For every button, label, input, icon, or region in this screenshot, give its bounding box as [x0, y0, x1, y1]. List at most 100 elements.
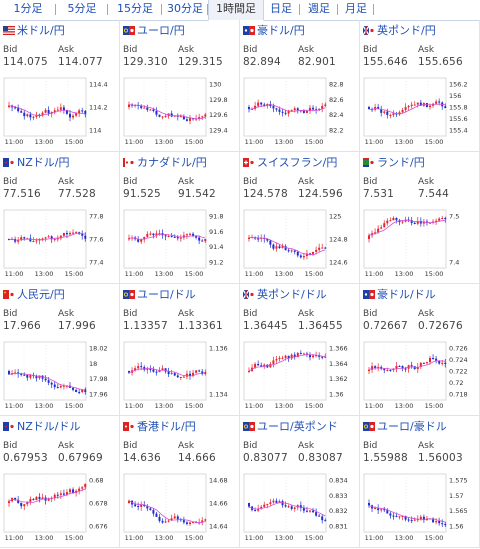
pair-title-link[interactable]: 豪ドル/ドル	[363, 288, 436, 302]
tab-6[interactable]: 週足	[300, 0, 338, 19]
bid-value: 17.966	[3, 320, 41, 332]
candle-body	[164, 368, 167, 372]
bid-value: 114.075	[3, 56, 48, 68]
currency-panel: ランド/円 Bid Ask 7.531 7.544 7.5 7.4 11:00 13:00 15:…	[360, 152, 480, 284]
y-tick-label: 125	[329, 213, 341, 221]
candle-body	[65, 110, 68, 114]
candle-body	[266, 238, 269, 241]
y-tick-label: 156	[449, 92, 461, 100]
pair-title-link[interactable]: ユーロ/円	[123, 24, 185, 38]
us-flag	[3, 25, 15, 35]
candle-body	[44, 109, 47, 113]
candle-body	[167, 236, 170, 238]
y-tick-label: 77.8	[89, 213, 103, 221]
tab-4[interactable]: 1時間足	[208, 0, 264, 21]
candle-body	[47, 498, 50, 501]
ca-flag	[123, 157, 135, 167]
bid-label: Bid	[3, 45, 18, 55]
candle-body	[47, 236, 50, 238]
candle-body	[444, 362, 447, 365]
pair-title-link[interactable]: 豪ドル/円	[243, 24, 305, 38]
candle-body	[161, 520, 164, 523]
pair-title-link[interactable]: ユーロ/豪ドル	[363, 420, 447, 434]
candle-body	[137, 366, 140, 369]
bid-label: Bid	[243, 177, 258, 187]
price-chart: 1.366 1.364 1.362 1.36 11:00 13:00 15:00	[243, 341, 348, 410]
candle-body	[81, 389, 84, 392]
ask-value: 129.315	[178, 56, 223, 68]
candle-body	[309, 510, 311, 512]
tab-3[interactable]: 30分足	[162, 0, 208, 19]
tab-2[interactable]: 15分足	[108, 0, 162, 19]
candle-body	[201, 116, 204, 118]
candle-body	[167, 371, 170, 375]
pair-title-link[interactable]: NZドル/ドル	[3, 420, 80, 434]
pair-title-link[interactable]: 英ポンド/円	[362, 24, 436, 38]
pair-title-link[interactable]: 人民元/円	[3, 288, 65, 302]
x-tick-label: 11:00	[245, 402, 264, 410]
candle-body	[284, 355, 287, 358]
ask-label: Ask	[298, 309, 315, 319]
candle-body	[383, 509, 386, 511]
candle-body	[263, 104, 266, 106]
y-tick-label: 18	[89, 360, 97, 368]
pair-name: NZドル/ドル	[17, 420, 81, 433]
candle-body	[248, 107, 250, 110]
candle-body	[53, 110, 56, 113]
tab-1[interactable]: 5分足	[56, 0, 108, 19]
pair-name: 人民元/円	[17, 288, 65, 301]
candle-body	[201, 520, 204, 523]
pair-title-link[interactable]: ランド/円	[363, 156, 425, 170]
bid-value: 129.310	[123, 56, 168, 68]
pair-title-link[interactable]: スイスフラン/円	[243, 156, 337, 170]
x-tick-label: 15:00	[65, 534, 84, 542]
candle-body	[441, 523, 444, 525]
moving-average-line	[368, 360, 446, 371]
tab-0[interactable]: 1分足	[0, 0, 56, 19]
currency-panel: 人民元/円 Bid Ask 17.966 17.996 18.02 18 17.98 17.96…	[0, 284, 120, 416]
candle-body	[374, 508, 377, 510]
moving-average-line	[368, 103, 446, 115]
candle-body	[312, 355, 315, 358]
ask-value: 0.67969	[58, 452, 103, 464]
candle-body	[155, 371, 158, 373]
y-tick-label: 14.64	[209, 523, 228, 531]
pair-title-link[interactable]: ユーロ/ドル	[123, 288, 196, 302]
candle-body	[293, 507, 296, 509]
candle-body	[284, 246, 287, 251]
price-chart: 0.726 0.724 0.722 0.72 0.718 11:00 13:00 15:00	[363, 341, 468, 410]
pair-title-link[interactable]: 米ドル/円	[3, 24, 65, 38]
y-tick-label: 0.724	[449, 356, 468, 364]
candle-body	[56, 238, 59, 240]
y-tick-label: 114.2	[89, 104, 108, 112]
chart-frame	[243, 209, 327, 269]
pair-title-link[interactable]: 英ポンド/ドル	[242, 288, 327, 302]
tab-7[interactable]: 月足	[338, 0, 374, 19]
candle-body	[287, 110, 290, 114]
candle-body	[50, 382, 53, 385]
candle-body	[189, 233, 191, 235]
ask-label: Ask	[178, 177, 195, 187]
candle-body	[192, 233, 195, 236]
candle-body	[432, 358, 435, 360]
y-tick-label: 18.02	[89, 345, 108, 353]
pair-title-link[interactable]: ユーロ/英ポンド	[243, 420, 338, 434]
x-tick-label: 11:00	[5, 402, 24, 410]
candle-body	[284, 505, 287, 507]
candle-body	[438, 101, 441, 103]
price-chart: 0.834 0.833 0.832 0.831 11:00 13:00 15:00	[243, 473, 348, 542]
bid-label: Bid	[123, 45, 138, 55]
tab-5[interactable]: 日足	[262, 0, 300, 19]
pair-title-link[interactable]: NZドル/円	[3, 156, 69, 170]
candle-body	[435, 101, 438, 104]
pair-title-link[interactable]: 香港ドル/円	[123, 420, 196, 434]
pair-title-link[interactable]: カナダドル/円	[123, 156, 207, 170]
pair-name: ユーロ/ドル	[137, 288, 196, 301]
candle-body	[269, 240, 272, 245]
currency-panel: NZドル/円 Bid Ask 77.516 77.528 77.8 77.6 77.4 11:0…	[0, 152, 120, 284]
candle-body	[8, 371, 10, 375]
candle-body	[296, 108, 299, 111]
pair-name: 豪ドル/ドル	[377, 288, 436, 301]
candle-body	[441, 362, 444, 364]
candle-body	[386, 510, 389, 514]
